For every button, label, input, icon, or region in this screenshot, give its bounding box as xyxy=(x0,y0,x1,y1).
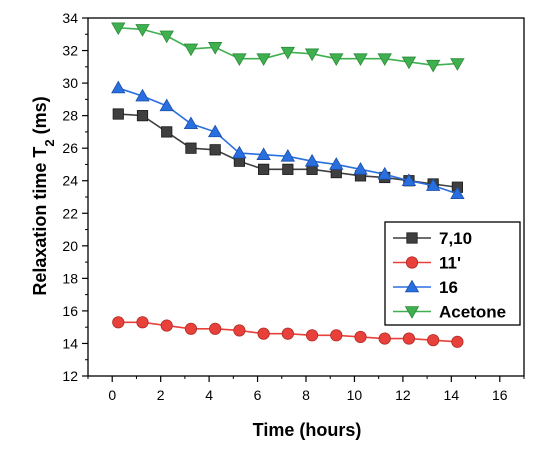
data-point-16 xyxy=(450,186,465,200)
data-point-11 xyxy=(233,324,246,337)
data-point-acetone xyxy=(353,53,368,66)
data-point-11 xyxy=(281,327,294,340)
y-tick-label: 22 xyxy=(62,205,78,221)
data-point-16 xyxy=(353,162,368,175)
data-point-acetone xyxy=(450,58,465,71)
x-tick-label: 6 xyxy=(254,387,262,403)
data-point-acetone xyxy=(425,59,441,73)
data-point-16 xyxy=(280,149,296,162)
data-point-11 xyxy=(112,316,125,329)
legend-marker xyxy=(404,306,420,319)
data-point-7-10 xyxy=(282,163,294,175)
data-point-7-10 xyxy=(112,108,124,120)
data-point-7-10 xyxy=(136,110,149,122)
data-point-7-10 xyxy=(185,142,197,154)
data-point-16 xyxy=(135,88,150,102)
data-point-11 xyxy=(305,329,319,342)
data-point-11 xyxy=(402,332,416,345)
data-point-acetone xyxy=(401,56,417,70)
legend: 7,10 11' 16 Acetone xyxy=(384,221,521,326)
data-point-acetone xyxy=(280,46,296,60)
data-point-16 xyxy=(425,178,441,191)
legend-marker xyxy=(406,232,418,244)
data-point-16 xyxy=(401,173,417,187)
x-tick-label: 16 xyxy=(492,387,508,403)
data-point-16 xyxy=(329,157,344,170)
data-point-acetone xyxy=(377,53,392,66)
data-point-16 xyxy=(256,147,271,160)
series-layer xyxy=(111,22,465,348)
data-point-11 xyxy=(160,319,173,332)
x-tick-label: 14 xyxy=(444,387,460,403)
data-point-11 xyxy=(378,332,391,345)
data-point-7-10 xyxy=(161,126,173,138)
legend-label: 11' xyxy=(439,254,461,273)
y-tick-label: 28 xyxy=(62,108,78,124)
x-tick-label: 2 xyxy=(157,387,165,403)
x-axis-title: Time (hours) xyxy=(253,420,362,440)
legend-item: 7,10 xyxy=(393,229,472,248)
data-point-acetone xyxy=(159,30,174,44)
y-axis-title-unit: (ms) xyxy=(30,96,50,134)
data-point-16 xyxy=(377,166,392,180)
data-point-acetone xyxy=(135,24,150,37)
series-16 xyxy=(111,80,465,200)
y-axis-title-subscript: 2 xyxy=(42,139,57,146)
data-point-16 xyxy=(232,145,247,159)
legend-marker xyxy=(405,256,419,269)
data-point-11 xyxy=(184,322,198,335)
x-tick-label: 4 xyxy=(205,387,213,403)
data-point-16 xyxy=(183,116,199,130)
legend-item: Acetone xyxy=(393,303,506,322)
series-acetone xyxy=(111,22,465,73)
x-tick-label: 10 xyxy=(347,387,363,403)
y-tick-label: 34 xyxy=(62,10,78,26)
y-tick-label: 16 xyxy=(62,303,78,319)
y-tick-label: 18 xyxy=(62,270,78,286)
series-11 xyxy=(112,316,464,348)
legend-marker xyxy=(404,279,420,293)
y-tick-label: 12 xyxy=(62,368,78,384)
y-axis-title-main: Relaxation time T xyxy=(30,147,50,296)
legend-label: 16 xyxy=(439,278,458,297)
data-point-acetone xyxy=(183,43,199,57)
legend-label: 7,10 xyxy=(439,229,472,248)
y-tick-label: 20 xyxy=(62,238,78,254)
legend-label: Acetone xyxy=(439,303,506,322)
data-point-acetone xyxy=(256,53,271,66)
x-tick-label: 0 xyxy=(108,387,116,403)
data-point-16 xyxy=(159,98,174,112)
data-point-16 xyxy=(111,80,126,94)
data-point-acetone xyxy=(232,53,247,66)
y-tick-label: 30 xyxy=(62,75,78,91)
data-point-11 xyxy=(330,329,343,342)
data-point-16 xyxy=(304,153,320,167)
data-point-11 xyxy=(451,335,464,348)
y-tick-label: 32 xyxy=(62,43,78,59)
data-point-11 xyxy=(209,322,222,335)
data-point-11 xyxy=(136,316,149,329)
y-tick-label: 24 xyxy=(62,173,78,189)
data-point-7-10 xyxy=(258,163,270,175)
legend-item: 11' xyxy=(393,254,461,273)
data-point-acetone xyxy=(304,48,320,62)
data-point-16 xyxy=(207,124,223,138)
data-point-11 xyxy=(427,334,440,347)
data-point-11 xyxy=(257,327,270,340)
data-point-7-10 xyxy=(209,144,221,156)
y-tick-label: 14 xyxy=(62,335,78,351)
x-tick-label: 12 xyxy=(395,387,411,403)
data-point-acetone xyxy=(207,42,223,55)
data-point-acetone xyxy=(329,53,344,66)
y-axis-title: Relaxation time T2 (ms) xyxy=(30,96,57,295)
legend-item: 16 xyxy=(393,278,458,297)
data-point-11 xyxy=(354,330,367,344)
x-tick-label: 8 xyxy=(302,387,310,403)
y-tick-label: 26 xyxy=(62,140,78,156)
data-point-acetone xyxy=(111,22,126,36)
